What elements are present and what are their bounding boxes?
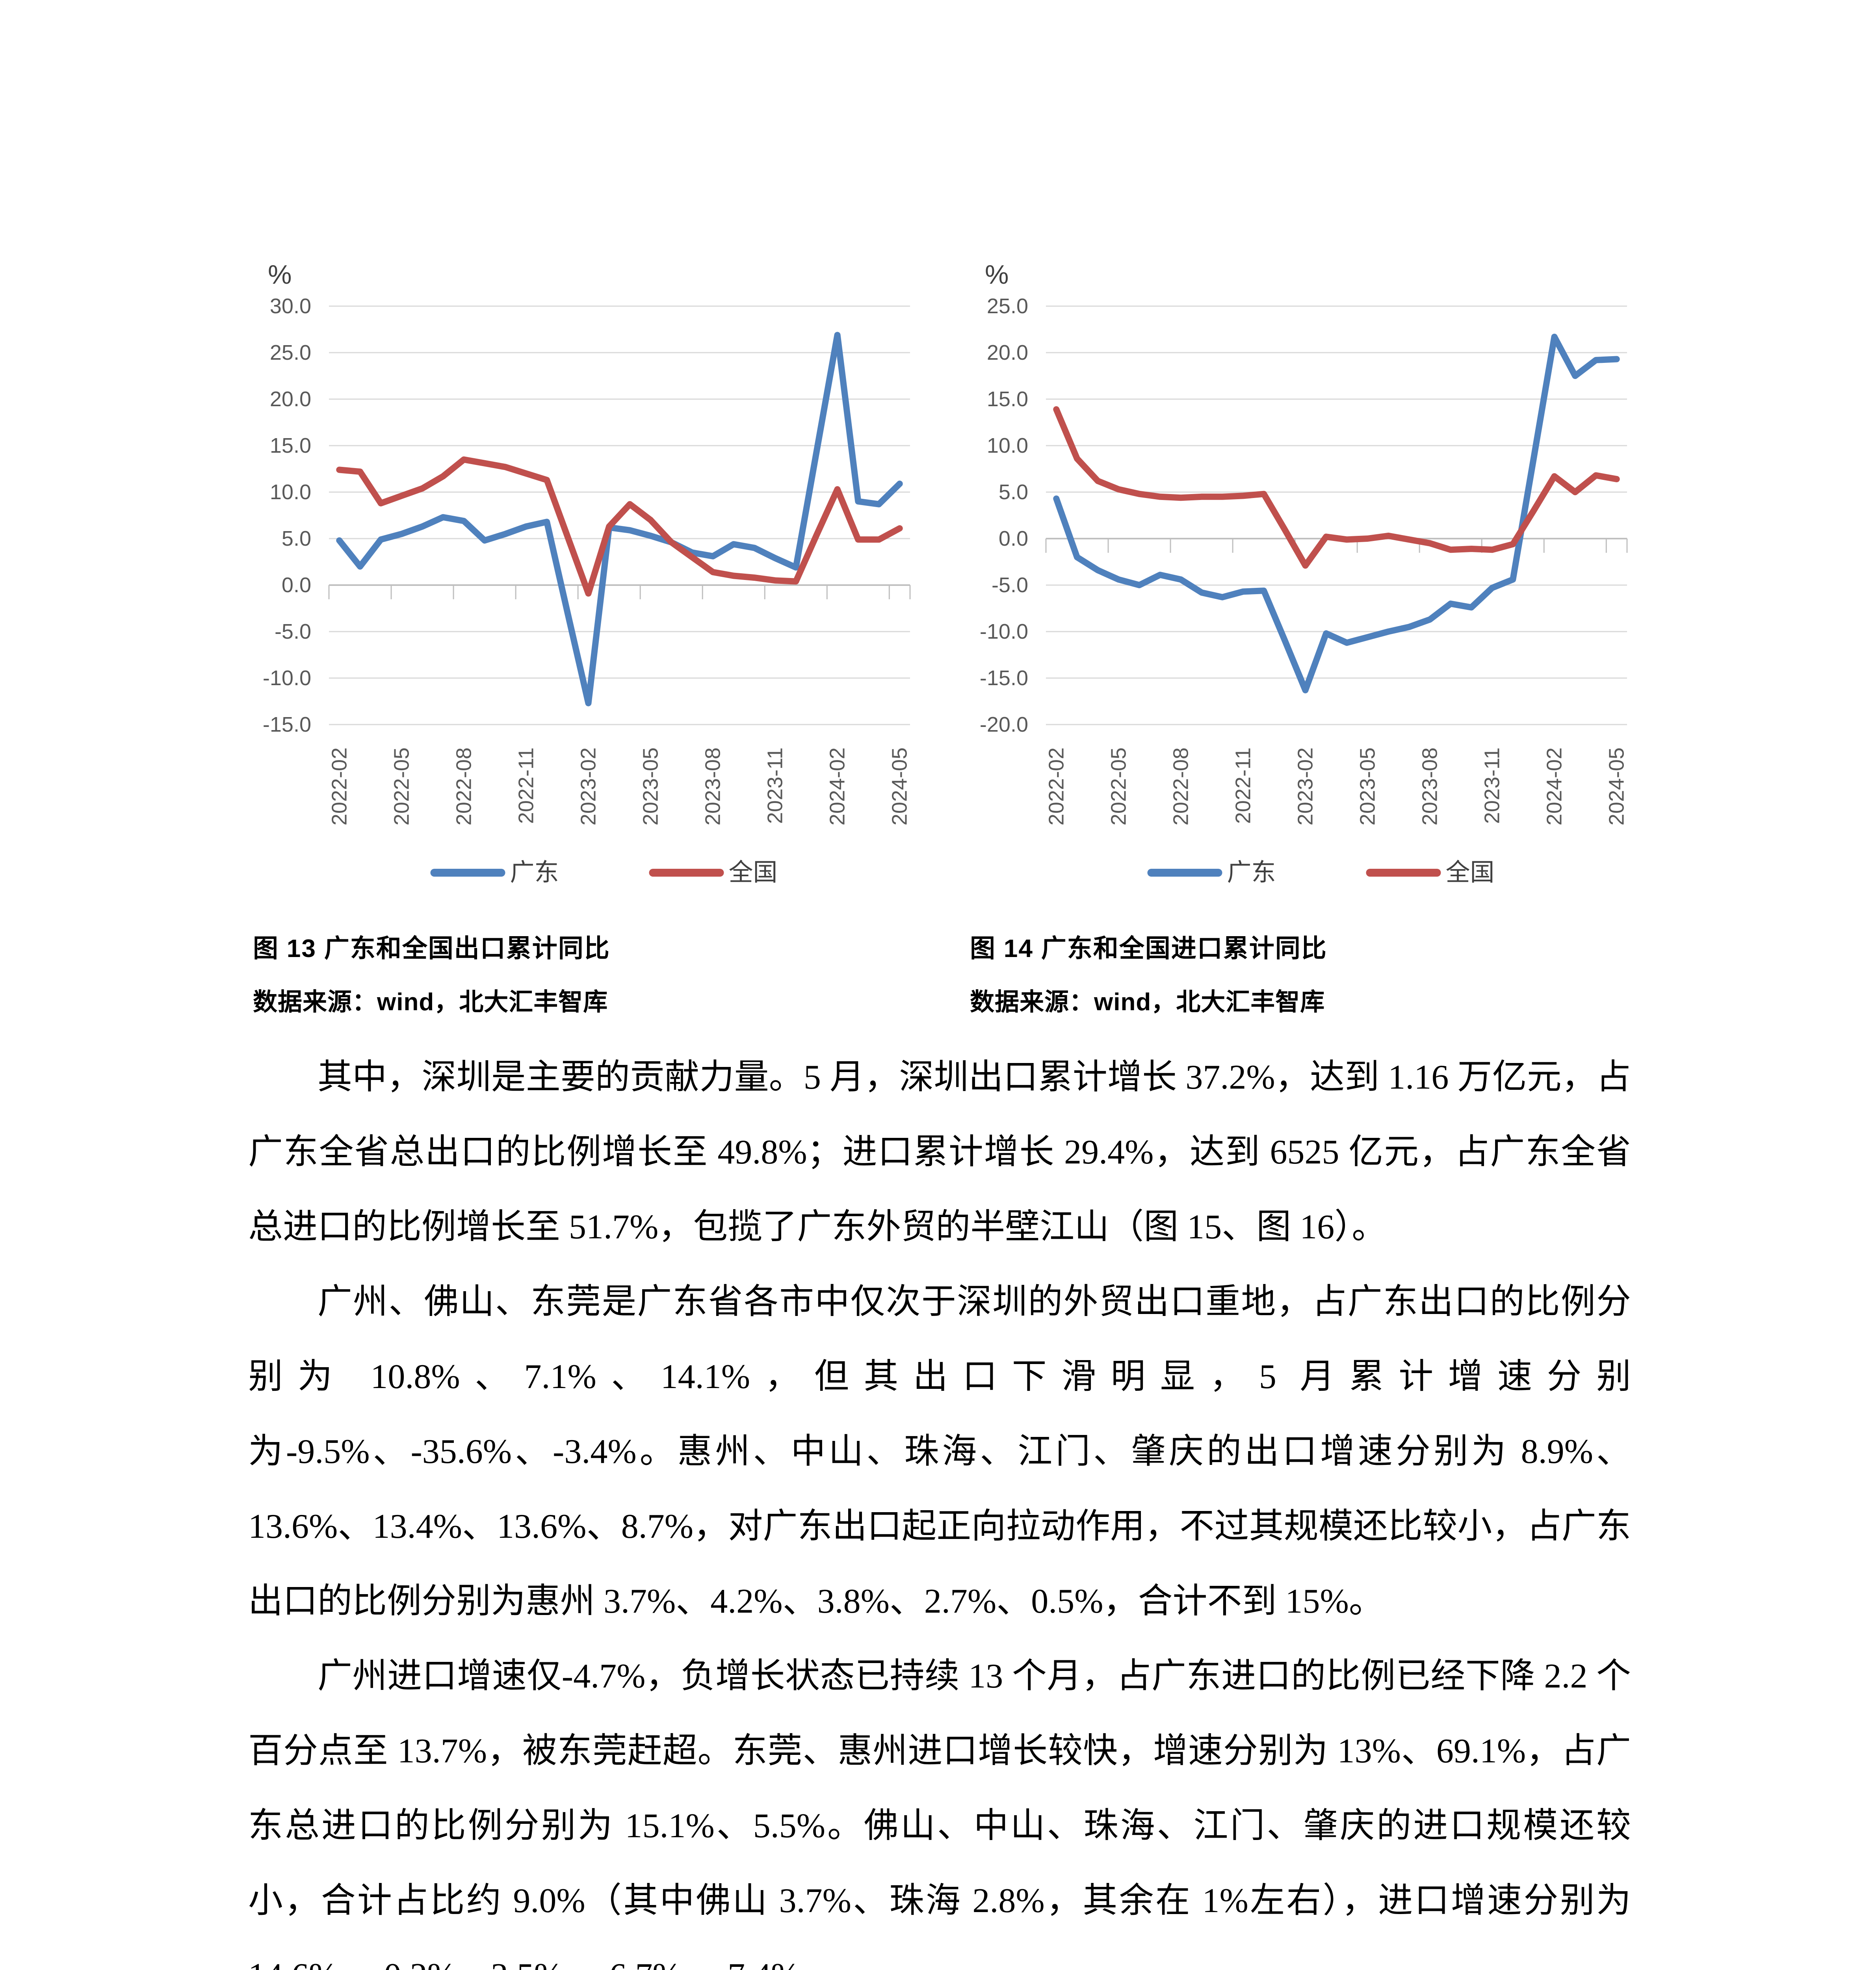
figure-caption-source: 数据来源：wind，北大汇丰智库: [970, 989, 1325, 1016]
svg-text:2022-08: 2022-08: [452, 747, 476, 825]
svg-text:0.0: 0.0: [282, 573, 311, 597]
figure-caption-title: 图 14 广东和全国进口累计同比: [970, 934, 1327, 963]
svg-text:2024-05: 2024-05: [1605, 747, 1629, 825]
svg-text:2023-05: 2023-05: [639, 747, 663, 825]
svg-text:2023-11: 2023-11: [763, 747, 787, 824]
figure-14-import-chart: % 25.0 20.0 15.0 10.0 5.0 0.0 -5.0 -10.0 -15.0 -20…: [961, 225, 1647, 1017]
svg-text:20.0: 20.0: [270, 387, 311, 411]
paragraph: 广州、佛山、东莞是广东省各市中仅次于深圳的外贸出口重地，占广东出口的比例分别为 …: [248, 1283, 1631, 1621]
svg-text:20.0: 20.0: [987, 341, 1028, 364]
svg-text:-10.0: -10.0: [980, 620, 1028, 643]
svg-text:2022-11: 2022-11: [1231, 747, 1255, 824]
svg-text:5.0: 5.0: [282, 527, 311, 550]
svg-text:2022-11: 2022-11: [514, 747, 538, 824]
svg-text:2023-02: 2023-02: [577, 747, 600, 825]
svg-text:2023-11: 2023-11: [1480, 747, 1504, 824]
svg-text:-20.0: -20.0: [980, 713, 1028, 736]
svg-text:2024-02: 2024-02: [826, 747, 849, 825]
svg-text:2023-08: 2023-08: [1418, 747, 1442, 825]
svg-text:5.0: 5.0: [999, 480, 1028, 504]
body-text: 其中，深圳是主要的贡献力量。5 月，深圳出口累计增长 37.2%，达到 1.16…: [248, 1040, 1631, 1970]
svg-text:15.0: 15.0: [270, 434, 311, 457]
svg-text:广东: 广东: [1227, 859, 1276, 886]
svg-text:30.0: 30.0: [270, 294, 311, 318]
svg-text:-15.0: -15.0: [263, 713, 311, 736]
svg-text:2022-02: 2022-02: [327, 747, 351, 825]
svg-text:2022-02: 2022-02: [1044, 747, 1068, 825]
svg-text:2023-05: 2023-05: [1356, 747, 1380, 825]
svg-text:15.0: 15.0: [987, 387, 1028, 411]
svg-text:2023-08: 2023-08: [701, 747, 725, 825]
figure-caption-title: 图 13 广东和全国出口累计同比: [253, 934, 610, 963]
svg-text:-5.0: -5.0: [992, 573, 1028, 597]
svg-text:25.0: 25.0: [987, 294, 1028, 318]
svg-text:全国: 全国: [729, 859, 778, 886]
figure-14-caption: 图 14 广东和全国进口累计同比 数据来源：wind，北大汇丰智库: [961, 928, 1647, 1017]
svg-text:%: %: [268, 260, 292, 290]
svg-text:2024-05: 2024-05: [888, 747, 912, 825]
svg-text:-10.0: -10.0: [263, 666, 311, 690]
svg-text:-5.0: -5.0: [275, 620, 311, 643]
svg-text:2022-05: 2022-05: [390, 747, 413, 825]
svg-text:2022-05: 2022-05: [1107, 747, 1130, 825]
paragraph: 广州进口增速仅-4.7%，负增长状态已持续 13 个月，占广东进口的比例已经下降…: [248, 1657, 1631, 1970]
figure-caption-source: 数据来源：wind，北大汇丰智库: [253, 989, 608, 1016]
export-line-chart: % 30.0 25.0 20.0 15.0 10.0 5.0 0.0 -5.0 -10.0 -15.…: [263, 260, 912, 886]
svg-text:%: %: [985, 260, 1009, 290]
svg-text:广东: 广东: [510, 859, 559, 886]
import-line-chart: % 25.0 20.0 15.0 10.0 5.0 0.0 -5.0 -10.0 -15.0 -20…: [980, 260, 1629, 886]
figure-13-export-chart: % 30.0 25.0 20.0 15.0 10.0 5.0 0.0 -5.0 -10.0 -15.…: [244, 225, 930, 1017]
svg-text:0.0: 0.0: [999, 527, 1028, 550]
svg-text:2022-08: 2022-08: [1169, 747, 1192, 825]
svg-text:2023-02: 2023-02: [1294, 747, 1317, 825]
svg-text:2024-02: 2024-02: [1543, 747, 1566, 825]
figure-13-caption: 图 13 广东和全国出口累计同比 数据来源：wind，北大汇丰智库: [244, 928, 930, 1017]
svg-text:全国: 全国: [1446, 859, 1495, 886]
svg-text:25.0: 25.0: [270, 341, 311, 364]
svg-text:-15.0: -15.0: [980, 666, 1028, 690]
svg-text:10.0: 10.0: [987, 434, 1028, 457]
svg-text:10.0: 10.0: [270, 480, 311, 504]
paragraph: 其中，深圳是主要的贡献力量。5 月，深圳出口累计增长 37.2%，达到 1.16…: [248, 1058, 1631, 1246]
